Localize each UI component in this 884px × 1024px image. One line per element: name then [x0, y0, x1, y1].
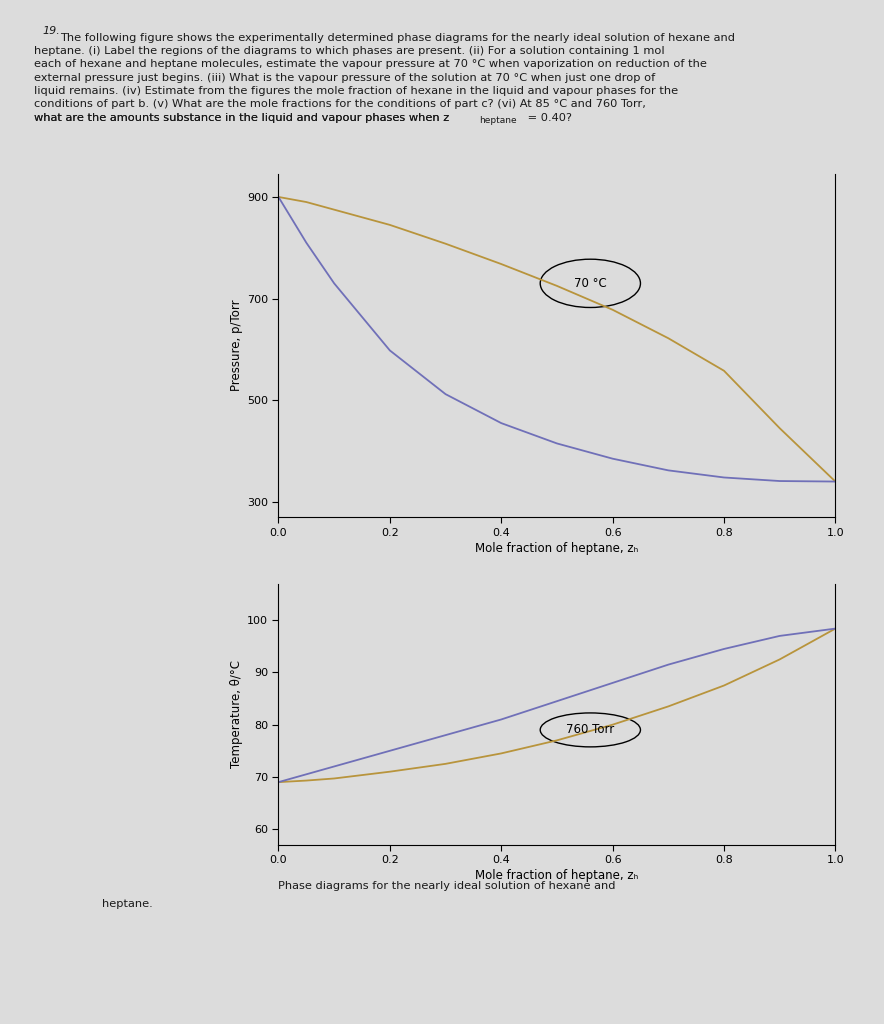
- Text: conditions of part b. (v) What are the mole fractions for the conditions of part: conditions of part b. (v) What are the m…: [34, 99, 645, 110]
- Y-axis label: Pressure, p/Torr: Pressure, p/Torr: [230, 300, 243, 391]
- Text: heptane.: heptane.: [102, 899, 152, 909]
- Text: = 0.40?: = 0.40?: [524, 113, 572, 123]
- Text: each of hexane and heptane molecules, estimate the vapour pressure at 70 °C when: each of hexane and heptane molecules, es…: [34, 59, 706, 70]
- Text: what are the amounts substance in the liquid and vapour phases when z: what are the amounts substance in the li…: [34, 113, 449, 123]
- Text: 19.: 19.: [42, 26, 60, 36]
- Text: liquid remains. (iv) Estimate from the figures the mole fraction of hexane in th: liquid remains. (iv) Estimate from the f…: [34, 86, 678, 96]
- Text: heptane: heptane: [479, 116, 516, 125]
- X-axis label: Mole fraction of heptane, zₕ: Mole fraction of heptane, zₕ: [476, 869, 638, 883]
- Text: what are the amounts substance in the liquid and vapour phases when z: what are the amounts substance in the li…: [34, 113, 449, 123]
- Text: external pressure just begins. (iii) What is the vapour pressure of the solution: external pressure just begins. (iii) Wha…: [34, 73, 655, 83]
- Text: The following figure shows the experimentally determined phase diagrams for the : The following figure shows the experimen…: [60, 33, 735, 43]
- Text: 760 Torr: 760 Torr: [567, 723, 614, 736]
- Text: Phase diagrams for the nearly ideal solution of hexane and: Phase diagrams for the nearly ideal solu…: [278, 881, 616, 891]
- X-axis label: Mole fraction of heptane, zₕ: Mole fraction of heptane, zₕ: [476, 542, 638, 555]
- Text: heptane. (i) Label the regions of the diagrams to which phases are present. (ii): heptane. (i) Label the regions of the di…: [34, 46, 664, 56]
- Text: 70 °C: 70 °C: [574, 276, 606, 290]
- Y-axis label: Temperature, θ/°C: Temperature, θ/°C: [230, 660, 243, 768]
